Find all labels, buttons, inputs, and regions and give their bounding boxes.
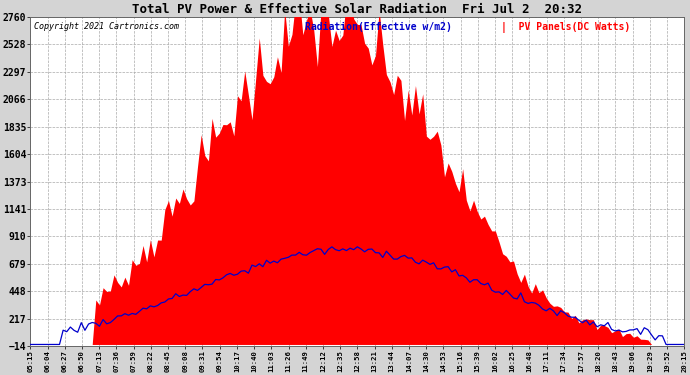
- Text: Copyright 2021 Cartronics.com: Copyright 2021 Cartronics.com: [34, 22, 179, 31]
- Text: |  PV Panels(DC Watts): | PV Panels(DC Watts): [501, 22, 631, 33]
- Text: Radiation(Effective w/m2): Radiation(Effective w/m2): [305, 22, 452, 32]
- Title: Total PV Power & Effective Solar Radiation  Fri Jul 2  20:32: Total PV Power & Effective Solar Radiati…: [132, 3, 582, 16]
